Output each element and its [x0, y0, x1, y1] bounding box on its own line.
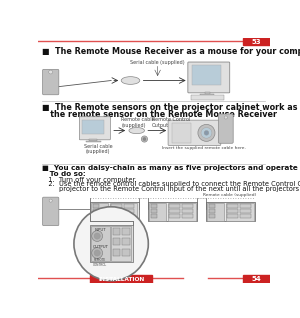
FancyBboxPatch shape [168, 120, 221, 146]
FancyBboxPatch shape [218, 114, 233, 143]
Bar [124, 214, 134, 218]
Text: Serial cable (supplied): Serial cable (supplied) [130, 60, 185, 65]
Bar [151, 214, 157, 218]
Circle shape [49, 70, 52, 74]
Circle shape [143, 137, 146, 141]
Bar [226, 203, 254, 221]
Text: the remote sensor on the Remote Mouse Receiver: the remote sensor on the Remote Mouse Re… [42, 110, 277, 119]
Circle shape [94, 233, 100, 239]
Bar [149, 203, 166, 221]
Bar [172, 123, 191, 143]
Bar [182, 204, 193, 208]
Bar [209, 214, 215, 218]
Text: Remote Control
Output: Remote Control Output [152, 117, 190, 128]
Text: Serial cable
(supplied): Serial cable (supplied) [84, 144, 112, 155]
Text: projector to the Remote Control Input of the next until all the projectors are c: projector to the Remote Control Input of… [42, 186, 300, 192]
Text: OUTPUT: OUTPUT [92, 245, 108, 249]
Bar [122, 249, 130, 256]
Bar [110, 203, 137, 221]
Ellipse shape [121, 77, 140, 84]
Bar [113, 238, 120, 245]
Bar [82, 120, 104, 134]
Bar [148, 202, 197, 221]
Bar [91, 226, 110, 261]
Bar [243, 38, 270, 45]
Text: Insert the supplied remote cable here.: Insert the supplied remote cable here. [161, 146, 245, 150]
Text: 1.  Turn off your computer.: 1. Turn off your computer. [42, 177, 137, 183]
FancyBboxPatch shape [188, 62, 230, 93]
Text: ■  The Remote Mouse Receiver as a mouse for your computer: ■ The Remote Mouse Receiver as a mouse f… [42, 47, 300, 56]
Ellipse shape [129, 128, 145, 134]
Bar [122, 238, 130, 245]
Bar [240, 214, 250, 218]
Bar [92, 214, 99, 218]
FancyBboxPatch shape [43, 197, 59, 226]
Bar [191, 95, 224, 100]
Bar [151, 209, 157, 213]
Text: ■  The Remote sensors on the projector cabinet work as: ■ The Remote sensors on the projector ca… [42, 103, 298, 112]
Circle shape [92, 231, 103, 241]
Bar [200, 94, 214, 97]
Bar [111, 209, 122, 213]
Bar [113, 228, 120, 234]
Bar [240, 204, 250, 208]
Bar [92, 209, 99, 213]
Bar [92, 204, 99, 208]
Text: Remote cable
(supplied): Remote cable (supplied) [121, 117, 155, 128]
Bar [206, 202, 255, 221]
Bar [85, 141, 101, 142]
Bar [209, 204, 215, 208]
Circle shape [92, 248, 103, 259]
Text: Remote cable (supplied): Remote cable (supplied) [203, 193, 256, 197]
Circle shape [198, 124, 215, 141]
Bar [209, 209, 215, 213]
Circle shape [224, 116, 227, 119]
Bar [111, 214, 122, 218]
Circle shape [74, 207, 148, 281]
FancyBboxPatch shape [79, 117, 110, 140]
Circle shape [204, 131, 209, 135]
Bar [205, 92, 210, 95]
Bar [90, 202, 139, 221]
Circle shape [94, 250, 100, 256]
Bar [182, 214, 193, 218]
Bar [151, 204, 157, 208]
Text: 2.  Use the remote control cables supplied to connect the Remote Control Output : 2. Use the remote control cables supplie… [42, 181, 300, 187]
Bar [91, 203, 108, 221]
Bar [89, 139, 97, 141]
Text: INSTALLATION: INSTALLATION [98, 277, 144, 282]
Text: ■  You can daisy-chain as many as five projectors and operate them with the same: ■ You can daisy-chain as many as five pr… [42, 165, 300, 171]
Bar [207, 203, 224, 221]
Circle shape [49, 199, 52, 202]
Circle shape [141, 136, 148, 142]
Bar [122, 228, 130, 234]
Bar [182, 209, 193, 213]
Text: 54: 54 [251, 276, 261, 282]
FancyBboxPatch shape [43, 69, 59, 95]
Circle shape [201, 128, 212, 138]
Bar [227, 209, 238, 213]
Bar [169, 214, 180, 218]
Bar [111, 204, 122, 208]
Bar [243, 275, 270, 283]
Bar [227, 204, 238, 208]
Bar [169, 209, 180, 213]
Bar [240, 209, 250, 213]
Text: To do so:: To do so: [42, 171, 86, 177]
Bar [90, 225, 133, 262]
Bar [227, 214, 238, 218]
Bar [111, 226, 131, 261]
Bar [124, 204, 134, 208]
Bar [124, 209, 134, 213]
Text: INPUT: INPUT [94, 228, 106, 232]
Bar [113, 249, 120, 256]
Bar [90, 275, 152, 283]
Text: REMOTE
CONTROL: REMOTE CONTROL [93, 259, 107, 267]
Bar [169, 204, 180, 208]
Bar [168, 203, 196, 221]
Text: 53: 53 [251, 38, 261, 45]
Bar [192, 65, 221, 85]
